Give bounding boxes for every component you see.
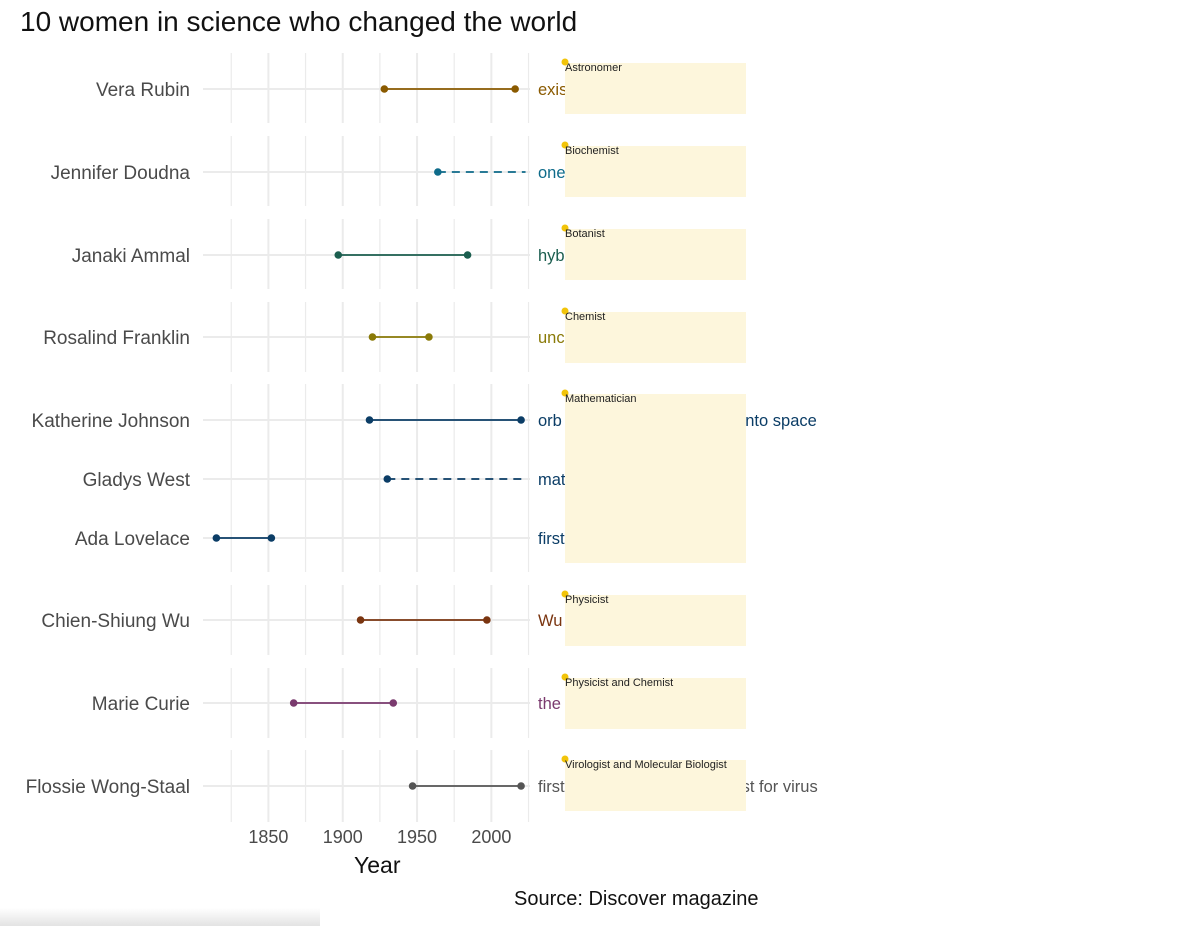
field-label: Chemist <box>565 311 605 323</box>
person-name-label: Ada Lovelace <box>75 529 190 550</box>
x-tick-label: 1950 <box>397 827 437 847</box>
x-tick-label: 1900 <box>323 827 363 847</box>
person-name-label: Vera Rubin <box>96 80 190 101</box>
field-label-box <box>565 394 746 563</box>
x-tick-label: 1850 <box>248 827 288 847</box>
field-label-box <box>565 63 746 114</box>
field-label: Botanist <box>565 228 605 240</box>
birth-year-point <box>368 333 377 341</box>
field-label-box <box>565 678 746 729</box>
field-marker-dot <box>561 224 569 232</box>
person-name-label: Marie Curie <box>92 694 190 715</box>
field-marker-dot <box>561 755 569 763</box>
field-label: Physicist and Chemist <box>565 677 673 689</box>
bottom-scroll-shadow <box>0 908 320 926</box>
chart-title: 10 women in science who changed the worl… <box>20 6 578 37</box>
birth-year-point <box>434 168 442 176</box>
person-name-label: Katherine Johnson <box>32 411 190 432</box>
field-label-box <box>565 312 746 363</box>
field-label-box <box>565 595 746 646</box>
birth-year-point <box>383 475 392 483</box>
birth-year-point <box>334 251 343 259</box>
achievement-label: first <box>538 530 565 548</box>
death-year-point <box>483 616 491 624</box>
birth-year-point <box>380 85 389 93</box>
field-marker-dot <box>561 673 569 681</box>
person-name-label: Gladys West <box>83 470 191 491</box>
death-year-point <box>517 416 525 424</box>
field-label: Virologist and Molecular Biologist <box>565 759 727 771</box>
field-label: Mathematician <box>565 393 637 405</box>
death-year-point <box>389 699 398 707</box>
field-label: Physicist <box>565 594 608 606</box>
field-marker-dot <box>561 58 569 66</box>
birth-year-point <box>356 616 365 624</box>
birth-year-point <box>365 416 374 424</box>
field-label: Astronomer <box>565 62 622 74</box>
birth-year-point <box>408 782 417 790</box>
death-year-point <box>425 333 433 341</box>
field-label-box <box>565 229 746 280</box>
field-marker-dot <box>561 590 569 598</box>
birth-year-point <box>212 534 221 542</box>
death-year-point <box>267 534 276 542</box>
field-marker-dot <box>561 389 569 397</box>
person-name-label: Flossie Wong-Staal <box>26 777 190 798</box>
death-year-point <box>511 85 519 93</box>
death-year-point <box>463 251 472 259</box>
field-marker-dot <box>561 141 569 149</box>
achievement-label: exis <box>538 81 567 99</box>
x-tick-label: 2000 <box>471 827 511 847</box>
x-axis-label: Year <box>354 852 401 878</box>
source-note: Source: Discover magazine <box>514 888 759 910</box>
death-year-point <box>517 782 525 790</box>
person-name-label: Rosalind Franklin <box>43 328 190 349</box>
field-label: Biochemist <box>565 145 619 157</box>
field-label-box <box>565 146 746 197</box>
field-marker-dot <box>561 307 569 315</box>
person-name-label: Chien-Shiung Wu <box>41 611 190 632</box>
field-label-box <box>565 760 746 811</box>
person-name-label: Janaki Ammal <box>72 246 190 267</box>
birth-year-point <box>289 699 298 707</box>
person-name-label: Jennifer Doudna <box>51 163 191 184</box>
